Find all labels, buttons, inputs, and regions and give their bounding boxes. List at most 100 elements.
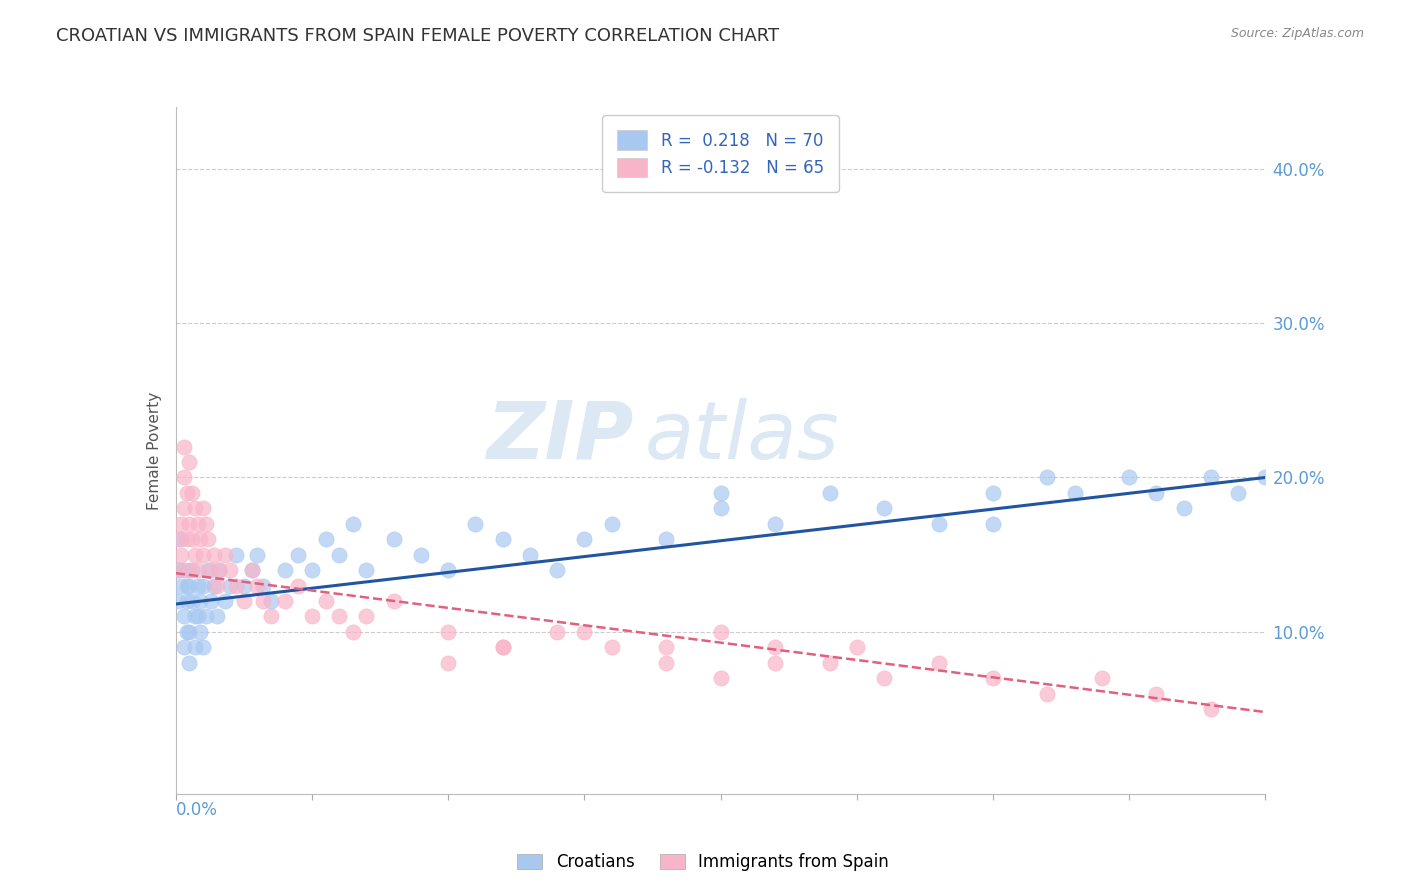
Point (1144, 687, 1167, 701)
Point (167, 563, 190, 577)
Point (437, 656, 460, 670)
Point (492, 532, 515, 546)
Point (328, 548, 350, 562)
Text: ZIP: ZIP (486, 398, 633, 475)
Point (818, 486, 841, 500)
Point (818, 656, 841, 670)
Point (763, 516, 786, 531)
Point (170, 578, 193, 592)
Point (179, 563, 201, 577)
Point (981, 671, 1004, 685)
Point (191, 578, 214, 592)
Point (252, 594, 274, 608)
Point (260, 609, 283, 624)
Point (1199, 702, 1222, 716)
Point (382, 532, 405, 546)
Point (200, 594, 222, 608)
Point (232, 594, 254, 608)
Point (225, 548, 247, 562)
Point (188, 532, 211, 546)
Point (214, 594, 236, 608)
Point (179, 516, 201, 531)
Point (382, 594, 405, 608)
Point (574, 624, 596, 639)
Point (179, 656, 201, 670)
Point (710, 486, 733, 500)
Point (981, 516, 1004, 531)
Point (184, 609, 207, 624)
Point (191, 501, 214, 516)
Point (492, 640, 515, 655)
Point (181, 563, 204, 577)
Point (409, 548, 432, 562)
Point (173, 440, 195, 454)
Point (873, 671, 896, 685)
Point (167, 532, 190, 546)
Text: 0.0%: 0.0% (176, 801, 218, 819)
Point (574, 532, 596, 546)
Point (1091, 671, 1114, 685)
Y-axis label: Female Poverty: Female Poverty (146, 392, 162, 509)
Point (710, 624, 733, 639)
Point (252, 578, 274, 592)
Point (1227, 486, 1250, 500)
Point (1036, 470, 1059, 484)
Point (188, 624, 211, 639)
Point (546, 624, 568, 639)
Point (274, 594, 297, 608)
Point (710, 501, 733, 516)
Point (600, 516, 623, 531)
Point (186, 516, 209, 531)
Point (202, 578, 225, 592)
Point (214, 548, 236, 562)
Point (219, 578, 242, 592)
Point (246, 578, 269, 592)
Point (492, 640, 515, 655)
Point (1144, 486, 1167, 500)
Point (205, 578, 228, 592)
Point (246, 548, 269, 562)
Point (287, 548, 309, 562)
Point (197, 532, 219, 546)
Point (202, 548, 225, 562)
Point (173, 640, 195, 655)
Point (232, 578, 254, 592)
Point (176, 532, 198, 546)
Point (301, 609, 323, 624)
Point (184, 501, 207, 516)
Point (167, 594, 190, 608)
Point (173, 609, 195, 624)
Point (315, 594, 337, 608)
Point (655, 532, 678, 546)
Legend: Croatians, Immigrants from Spain: Croatians, Immigrants from Spain (509, 845, 897, 880)
Point (197, 563, 219, 577)
Point (208, 563, 231, 577)
Text: Source: ZipAtlas.com: Source: ZipAtlas.com (1230, 27, 1364, 40)
Point (173, 501, 195, 516)
Point (225, 578, 247, 592)
Text: CROATIAN VS IMMIGRANTS FROM SPAIN FEMALE POVERTY CORRELATION CHART: CROATIAN VS IMMIGRANTS FROM SPAIN FEMALE… (56, 27, 779, 45)
Point (519, 548, 541, 562)
Point (181, 532, 204, 546)
Legend: R =  0.218   N = 70, R = -0.132   N = 65: R = 0.218 N = 70, R = -0.132 N = 65 (602, 115, 839, 192)
Point (186, 563, 209, 577)
Point (181, 486, 204, 500)
Point (170, 516, 193, 531)
Point (763, 640, 786, 655)
Point (710, 671, 733, 685)
Point (170, 532, 193, 546)
Point (194, 609, 217, 624)
Point (287, 578, 309, 592)
Point (173, 470, 195, 484)
Point (186, 578, 209, 592)
Point (176, 594, 198, 608)
Point (546, 563, 568, 577)
Point (173, 563, 195, 577)
Point (981, 486, 1004, 500)
Point (200, 563, 222, 577)
Point (179, 455, 201, 469)
Point (301, 563, 323, 577)
Point (167, 563, 190, 577)
Point (437, 624, 460, 639)
Point (179, 624, 201, 639)
